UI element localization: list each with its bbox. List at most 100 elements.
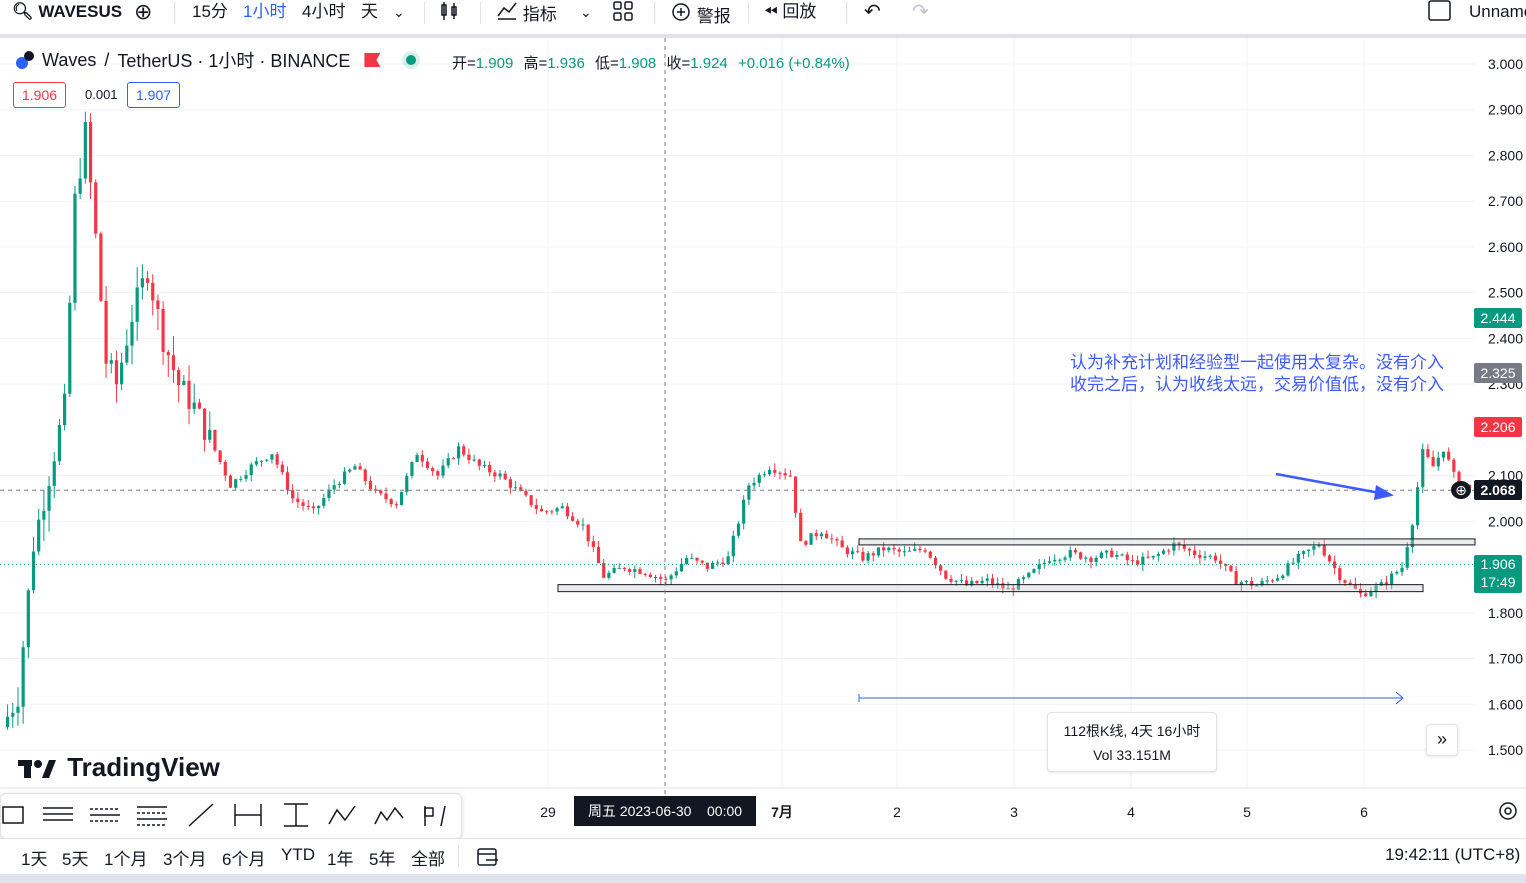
range-6m[interactable]: 6个月 [222, 850, 266, 869]
market-status-icon[interactable] [406, 55, 417, 65]
interval-4h[interactable]: 4小时 [302, 2, 346, 21]
long-position-icon[interactable] [421, 802, 451, 830]
range-5d[interactable]: 5天 [62, 850, 89, 869]
indicators-button[interactable]: 指标 [496, 0, 557, 24]
candle-body [249, 464, 253, 476]
candle-body [488, 464, 492, 473]
range-1y[interactable]: 1年 [327, 850, 354, 869]
clock-timezone[interactable]: 19:42:11 (UTC+8) [1385, 845, 1521, 864]
scroll-to-realtime-button[interactable]: » [1426, 724, 1458, 756]
candle-body [187, 380, 191, 409]
range-all[interactable]: 全部 [411, 850, 445, 869]
measure-info-box: 112根K线, 4天 16小时 Vol 33.151M [1047, 712, 1217, 772]
price-chart[interactable]: 3.0002.9002.8002.7002.6002.5002.4002.300… [0, 38, 1526, 833]
gear-icon[interactable] [1497, 800, 1519, 822]
price-tick-label: 1.500 [1488, 742, 1523, 758]
candle-body [1208, 555, 1212, 557]
candle-body [296, 498, 300, 503]
time-tick-label: 3 [1010, 804, 1018, 820]
top-toolbar: 🔍︎ WAVESUS ⊕ 15分 1小时 4小时 天 ⌄ 指标 ⌄ 警报 ⏪︎ … [0, 0, 1526, 38]
price-tag-2444: 2.444 [1474, 308, 1522, 328]
crosshair-time-label: 周五 2023-06-30 00:00 [574, 796, 756, 826]
layout-name[interactable]: Unnamed [1469, 2, 1526, 21]
candle-body [156, 300, 160, 310]
candle-body [539, 508, 544, 512]
ask-price[interactable]: 1.907 [127, 82, 181, 108]
candle-body [394, 504, 398, 506]
range-ytd[interactable]: YTD [281, 845, 315, 864]
price-tick-label: 1.800 [1488, 605, 1523, 621]
replay-button[interactable]: ⏪︎ 回放 [764, 0, 816, 24]
candle-body [332, 485, 336, 490]
candle-body [1415, 487, 1420, 526]
add-alert-icon[interactable]: ⊕ [1451, 481, 1471, 499]
bid-price[interactable]: 1.906 [13, 82, 67, 108]
chevron-down-icon[interactable]: ⌄ [393, 4, 405, 20]
annotation-arrow-head [1374, 485, 1394, 500]
candle-body [498, 473, 502, 477]
horizontal-lines-icon[interactable] [43, 802, 73, 830]
interval-1d[interactable]: 天 [361, 2, 378, 21]
interval-1h[interactable]: 1小时 [243, 2, 287, 21]
time-tick-label: 29 [540, 804, 556, 820]
parallel-channel-icon[interactable] [90, 802, 120, 830]
overlays [0, 38, 1476, 796]
candle-body [1291, 562, 1295, 564]
undo-icon[interactable]: ↶ [864, 1, 881, 23]
candle-body [705, 562, 709, 569]
range-1m[interactable]: 1个月 [104, 850, 148, 869]
candle-body [1436, 457, 1440, 467]
abcd-pattern-icon[interactable] [327, 802, 357, 830]
range-5y[interactable]: 5年 [369, 850, 396, 869]
fib-retracement-icon[interactable] [137, 802, 167, 830]
candle-body [259, 460, 264, 462]
price-axis[interactable]: 3.0002.9002.8002.7002.6002.5002.4002.300… [1488, 56, 1523, 758]
price-range-icon[interactable] [281, 802, 311, 830]
candle-body [73, 193, 77, 303]
candle-body [819, 533, 824, 537]
go-to-date-icon[interactable] [476, 845, 500, 872]
layout-grid-icon[interactable] [612, 0, 634, 24]
chart-type-candles-icon[interactable] [438, 0, 460, 24]
rectangle-tool-icon[interactable] [1, 802, 31, 830]
candle-body [897, 549, 901, 552]
price-tick-label: 1.600 [1488, 696, 1523, 712]
candle-body [166, 351, 170, 356]
candle-body [1120, 554, 1124, 556]
trend-line-icon[interactable] [187, 802, 217, 830]
candle-body [1161, 550, 1166, 554]
legend-symbol[interactable]: Waves [42, 49, 97, 70]
symbol-label: WAVESUS [38, 2, 123, 21]
candle-body [519, 487, 523, 491]
candle-body [565, 506, 570, 517]
redo-icon[interactable]: ↷ [912, 1, 929, 23]
date-range-icon[interactable] [233, 802, 263, 830]
candle-body [1027, 572, 1031, 578]
candle-body [228, 475, 233, 488]
time-axis[interactable]: 29 7月 2 3 4 5 6 [540, 804, 1368, 820]
interval-15m[interactable]: 15分 [192, 2, 228, 21]
candle-body [446, 458, 450, 466]
close-label: 收= [666, 55, 691, 72]
symbol-search-button[interactable]: 🔍︎ WAVESUS [12, 0, 122, 24]
candle-body [1079, 552, 1083, 559]
candle-body [379, 490, 383, 494]
legend-quote[interactable]: TetherUS · 1小时 · BINANCE [117, 51, 351, 71]
candle-body [638, 569, 642, 574]
candle-body [410, 462, 414, 476]
annotation-text[interactable]: 认为补充计划和经验型一起使用太复杂。没有介入 收完之后，认为收线太远，交易价值低… [1070, 352, 1444, 396]
candle-body [462, 446, 466, 455]
candle-body [327, 489, 331, 499]
range-1d[interactable]: 1天 [21, 850, 48, 869]
candle-body [990, 578, 995, 585]
range-3m[interactable]: 3个月 [163, 850, 207, 869]
flag-icon[interactable] [364, 53, 381, 67]
compare-add-icon[interactable]: ⊕ [134, 0, 153, 24]
elliott-wave-icon[interactable] [373, 802, 404, 830]
tradingview-logo[interactable]: TradingView [18, 752, 220, 787]
chevron-down-icon[interactable]: ⌄ [580, 4, 592, 20]
divider [480, 2, 481, 24]
layout-checkbox-icon[interactable] [1428, 0, 1452, 24]
candle-body [1265, 580, 1269, 582]
alert-button[interactable]: 警报 [670, 0, 731, 26]
